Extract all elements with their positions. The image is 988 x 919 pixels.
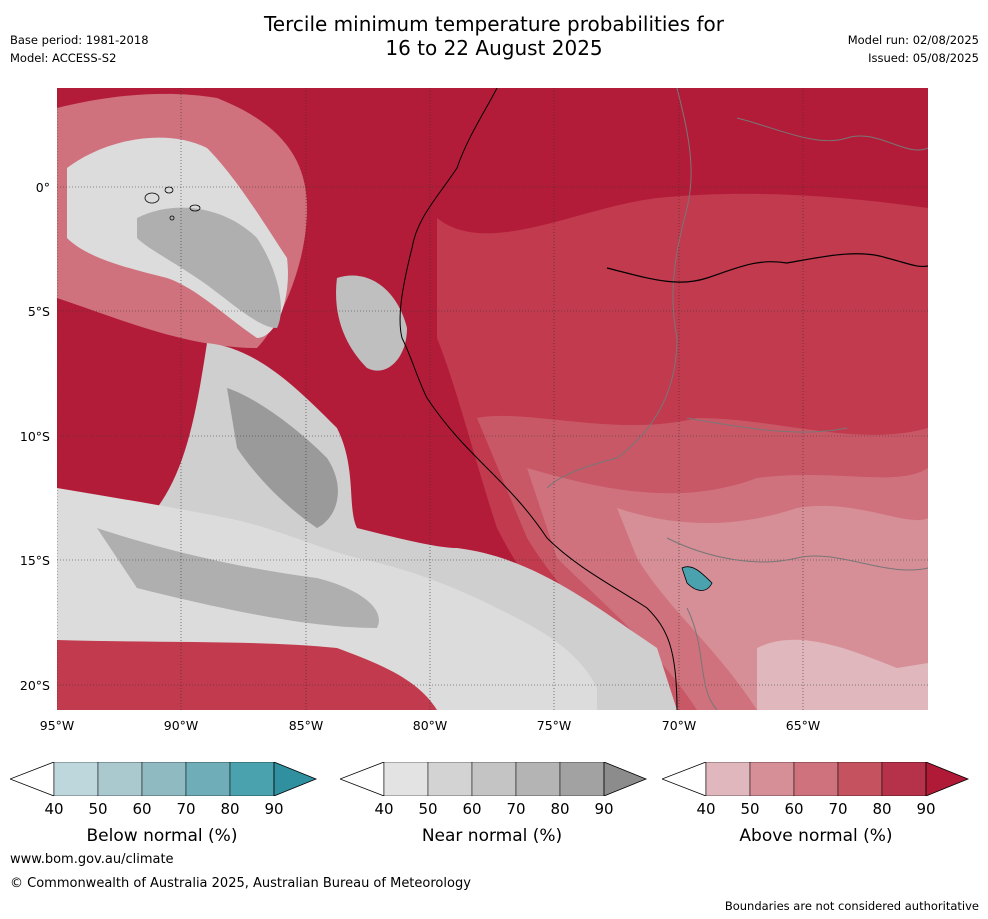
meta-right: Model run: 02/08/2025 Issued: 05/08/2025 <box>848 31 979 67</box>
above-tick-50: 50 <box>740 800 760 818</box>
amazon-river <box>606 253 928 283</box>
above-region-southwest <box>57 640 437 710</box>
lat-label-0: 0° <box>35 180 50 195</box>
title-line-1: Tercile minimum temperature probabilitie… <box>263 12 725 36</box>
lon-label-80w: 80°W <box>412 718 448 733</box>
below-tick-80: 80 <box>220 800 240 818</box>
chart-title: Tercile minimum temperature probabilitie… <box>0 12 988 60</box>
graticule <box>57 88 928 710</box>
above-normal-colorbar <box>662 762 970 796</box>
lake-titicaca <box>681 566 713 591</box>
lon-label-70w: 70°W <box>661 718 697 733</box>
lat-label-20s: 20°S <box>19 678 50 693</box>
coastline <box>399 88 678 710</box>
lat-label-10s: 10°S <box>19 429 50 444</box>
copyright-text: © Commonwealth of Australia 2025, Austra… <box>10 876 471 891</box>
near-tick-80: 80 <box>550 800 570 818</box>
lat-label-5s: 5°S <box>27 304 50 319</box>
above-tick-80: 80 <box>872 800 892 818</box>
above-normal-ticks: 40 50 60 70 80 90 <box>662 800 970 820</box>
lon-label-85w: 85°W <box>288 718 324 733</box>
model-text: Model: ACCESS-S2 <box>10 51 117 65</box>
below-normal-ticks: 40 50 60 70 80 90 <box>10 800 318 820</box>
model-run-text: Model run: 02/08/2025 <box>847 33 979 47</box>
below-tick-50: 50 <box>88 800 108 818</box>
below-tick-60: 60 <box>132 800 152 818</box>
near-normal-coastal-patch <box>336 275 407 371</box>
above-tick-60: 60 <box>784 800 804 818</box>
below-tick-70: 70 <box>176 800 196 818</box>
map-svg <box>57 88 928 710</box>
near-normal-ticks: 40 50 60 70 80 90 <box>340 800 648 820</box>
above-40-region-south <box>757 639 928 710</box>
border-lines <box>546 88 928 710</box>
below-tick-90: 90 <box>264 800 284 818</box>
near-normal-central-dark <box>227 388 338 528</box>
near-tick-60: 60 <box>462 800 482 818</box>
disclaimer-text: Boundaries are not considered authoritat… <box>724 899 979 913</box>
title-line-2: 16 to 22 August 2025 <box>385 36 603 60</box>
lon-label-65w: 65°W <box>785 718 821 733</box>
near-normal-northwest-inner <box>137 207 281 328</box>
galapagos-islands <box>144 186 201 221</box>
lon-label-90w: 90°W <box>163 718 199 733</box>
lon-label-95w: 95°W <box>39 718 75 733</box>
near-tick-40: 40 <box>374 800 394 818</box>
near-tick-70: 70 <box>506 800 526 818</box>
below-normal-colorbar <box>10 762 318 796</box>
above-tick-90: 90 <box>916 800 936 818</box>
near-normal-label: Near normal (%) <box>421 826 563 846</box>
lon-label-75w: 75°W <box>536 718 572 733</box>
base-period-text: Base period: 1981-2018 <box>10 33 149 47</box>
above-tick-40: 40 <box>696 800 716 818</box>
near-normal-colorbar <box>340 762 648 796</box>
below-tick-40: 40 <box>44 800 64 818</box>
above-normal-label: Above normal (%) <box>739 826 893 846</box>
near-tick-50: 50 <box>418 800 438 818</box>
above-tick-70: 70 <box>828 800 848 818</box>
issued-text: Issued: 05/08/2025 <box>868 51 979 65</box>
website-link[interactable]: www.bom.gov.au/climate <box>10 852 174 867</box>
probability-map <box>57 88 928 710</box>
near-normal-south-dark <box>97 528 379 628</box>
near-tick-90: 90 <box>594 800 614 818</box>
lat-label-15s: 15°S <box>19 553 50 568</box>
below-normal-label: Below normal (%) <box>86 826 238 846</box>
meta-left: Base period: 1981-2018 Model: ACCESS-S2 <box>10 31 149 67</box>
